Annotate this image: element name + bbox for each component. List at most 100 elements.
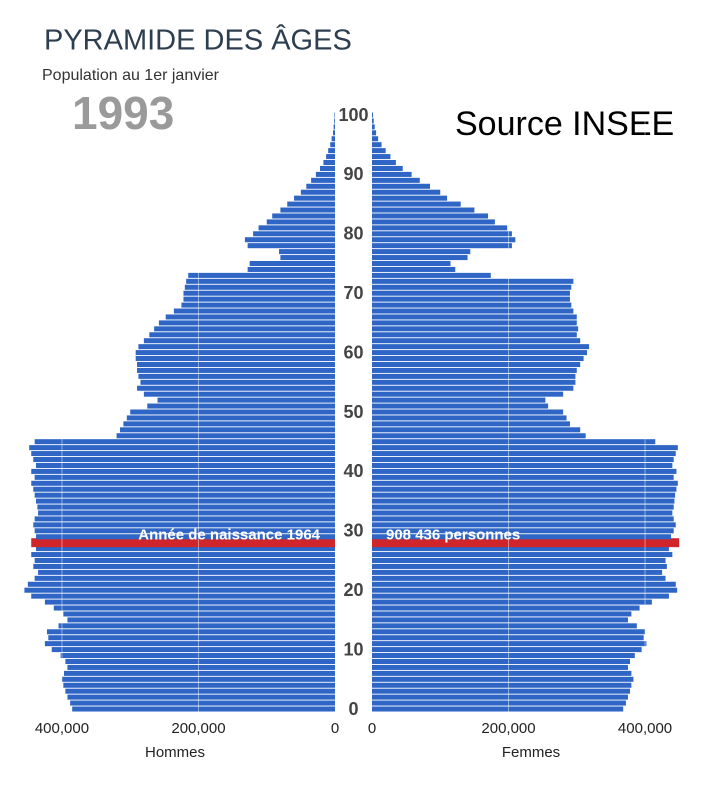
bar <box>372 528 674 534</box>
source: Source INSEE <box>455 105 674 143</box>
bar <box>372 569 663 575</box>
bar <box>188 272 335 278</box>
bar <box>372 207 475 213</box>
bar <box>36 546 335 552</box>
bar <box>372 373 576 379</box>
bar <box>33 457 335 463</box>
bar <box>119 427 335 433</box>
bar <box>249 260 335 267</box>
chart-title: PYRAMIDE DES ÂGES <box>44 24 352 57</box>
bar <box>372 314 577 320</box>
bar <box>31 468 335 474</box>
annotation: Année de naissance 1964 <box>138 527 320 544</box>
bar <box>372 516 674 522</box>
bar <box>372 356 584 362</box>
bar <box>372 403 549 409</box>
bar <box>272 213 335 219</box>
bar <box>34 492 336 498</box>
bar <box>372 338 581 344</box>
bar <box>186 278 335 284</box>
bar <box>126 415 335 421</box>
bar <box>306 183 335 189</box>
bar <box>67 664 335 670</box>
bar <box>65 688 335 694</box>
bar <box>372 433 586 439</box>
bar <box>372 219 495 225</box>
bar <box>137 367 335 373</box>
bar <box>244 237 335 243</box>
bar <box>372 468 677 474</box>
bar <box>33 522 335 528</box>
bar <box>149 332 335 338</box>
bar <box>184 284 335 290</box>
bar <box>253 231 335 237</box>
bar <box>34 557 336 564</box>
bar <box>44 641 336 647</box>
annotation: 908 436 personnes <box>386 527 520 544</box>
bar <box>319 165 335 171</box>
chart-subtitle: Population au 1er janvier <box>42 67 220 84</box>
bar <box>294 195 335 201</box>
bar <box>67 617 335 623</box>
bar <box>38 569 335 575</box>
bar <box>326 154 335 160</box>
bar <box>372 676 634 682</box>
bar <box>372 653 635 659</box>
y-tick-label: 30 <box>343 521 363 541</box>
bar <box>51 647 335 653</box>
y-tick-label: 60 <box>343 342 363 362</box>
bar <box>311 177 335 183</box>
bar <box>334 112 335 118</box>
bar <box>372 243 512 249</box>
bar <box>138 373 335 379</box>
bar <box>372 112 374 118</box>
bar <box>36 498 335 504</box>
bar <box>372 385 574 391</box>
y-tick-label: 50 <box>343 402 363 422</box>
bar <box>372 379 576 385</box>
bar <box>33 486 335 492</box>
bar <box>372 563 667 569</box>
bar <box>372 599 652 605</box>
bar <box>372 587 678 593</box>
bar <box>372 462 673 468</box>
bar <box>143 338 335 344</box>
y-tick-label: 80 <box>343 224 363 244</box>
bar <box>372 361 581 367</box>
bar <box>157 397 335 403</box>
bar <box>63 682 335 688</box>
bar <box>154 326 335 332</box>
bar <box>372 445 678 451</box>
bar <box>53 605 335 611</box>
bar <box>372 522 676 528</box>
bar <box>64 670 336 676</box>
bar <box>279 249 335 255</box>
x-tick-label: 200,000 <box>171 720 225 737</box>
bar <box>247 266 335 272</box>
bar <box>372 611 632 617</box>
bar <box>58 623 335 629</box>
bar <box>332 130 335 136</box>
bar <box>147 403 335 409</box>
bar <box>372 498 675 504</box>
bar <box>24 587 335 593</box>
x-tick-label: 400,000 <box>618 720 672 737</box>
bar <box>372 415 567 421</box>
y-tick-label: 100 <box>338 105 368 125</box>
bar <box>372 575 666 581</box>
y-tick-label: 0 <box>348 699 358 719</box>
bar <box>372 177 420 183</box>
y-tick-label: 90 <box>343 164 363 184</box>
bar <box>300 189 335 195</box>
bar <box>137 385 335 391</box>
bar <box>44 599 336 605</box>
bar <box>183 296 335 302</box>
bar <box>65 658 335 664</box>
bar <box>372 189 441 195</box>
bar <box>372 474 674 480</box>
bar <box>372 183 431 189</box>
bar <box>372 510 673 516</box>
bar <box>333 124 335 130</box>
bar <box>34 439 336 445</box>
bar <box>372 255 468 261</box>
